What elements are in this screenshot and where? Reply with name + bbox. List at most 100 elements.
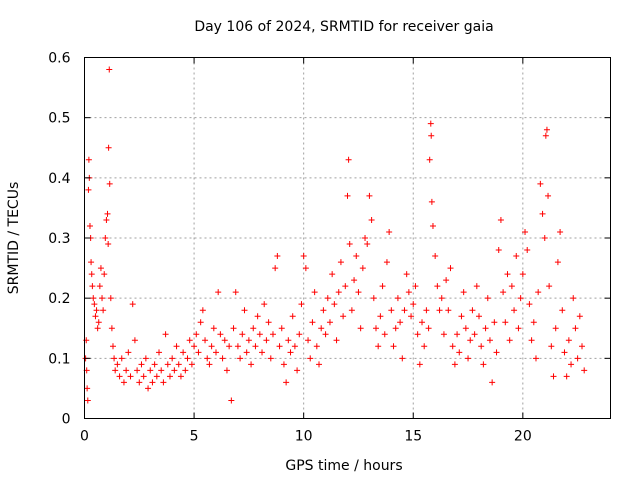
data-point	[491, 319, 497, 325]
data-point	[97, 283, 103, 289]
y-tick-label: 0	[62, 412, 71, 428]
data-point	[551, 373, 557, 379]
x-axis-label: GPS time / hours	[285, 458, 402, 474]
data-point	[575, 355, 581, 361]
data-point	[195, 349, 201, 355]
data-point	[187, 337, 193, 343]
data-point	[524, 247, 530, 253]
data-point	[401, 307, 407, 313]
data-point	[537, 181, 543, 187]
data-point	[176, 361, 182, 367]
data-point	[544, 127, 550, 133]
data-point	[448, 265, 454, 271]
x-tick-label: 20	[514, 429, 532, 445]
data-point	[395, 295, 401, 301]
y-axis-label: SRMTID / TECUs	[6, 182, 22, 295]
data-point	[542, 235, 548, 241]
data-point	[296, 331, 302, 337]
data-point	[123, 367, 129, 373]
data-point	[292, 343, 298, 349]
data-point	[351, 277, 357, 283]
data-point	[250, 325, 256, 331]
data-point	[89, 271, 95, 277]
data-point	[185, 355, 191, 361]
data-point	[288, 349, 294, 355]
data-point	[526, 301, 532, 307]
data-point	[88, 259, 94, 265]
data-point	[211, 325, 217, 331]
data-point	[371, 295, 377, 301]
data-point	[469, 307, 475, 313]
data-point	[270, 331, 276, 337]
data-point	[209, 343, 215, 349]
data-point	[472, 331, 478, 337]
data-point	[217, 331, 223, 337]
data-point	[160, 379, 166, 385]
data-point	[483, 325, 489, 331]
data-point	[85, 397, 91, 403]
data-point	[241, 307, 247, 313]
data-point	[529, 337, 535, 343]
data-point	[100, 307, 106, 313]
y-tick-label: 0.2	[48, 291, 70, 307]
data-point	[204, 355, 210, 361]
data-point	[439, 295, 445, 301]
data-point	[102, 235, 108, 241]
data-point	[577, 313, 583, 319]
data-point	[105, 211, 111, 217]
y-tick-label: 0.4	[48, 171, 70, 187]
data-point	[427, 157, 433, 163]
data-points	[83, 67, 588, 404]
data-point	[369, 217, 375, 223]
data-point	[226, 343, 232, 349]
data-point	[220, 355, 226, 361]
data-point	[360, 265, 366, 271]
data-point	[355, 289, 361, 295]
data-point	[167, 373, 173, 379]
data-point	[231, 325, 237, 331]
data-point	[494, 349, 500, 355]
data-point	[121, 379, 127, 385]
data-point	[476, 313, 482, 319]
data-point	[202, 337, 208, 343]
data-point	[228, 397, 234, 403]
gridlines	[85, 58, 611, 419]
data-point	[518, 295, 524, 301]
data-point	[149, 379, 155, 385]
data-point	[410, 301, 416, 307]
data-point	[90, 295, 96, 301]
data-point	[294, 367, 300, 373]
data-point	[353, 253, 359, 259]
data-point	[432, 253, 438, 259]
data-point	[277, 343, 283, 349]
data-point	[386, 229, 392, 235]
data-point	[531, 319, 537, 325]
data-point	[533, 355, 539, 361]
data-point	[375, 343, 381, 349]
data-point	[200, 307, 206, 313]
data-point	[566, 337, 572, 343]
data-point	[136, 379, 142, 385]
data-point	[87, 223, 93, 229]
data-point	[437, 307, 443, 313]
x-tick-label: 0	[80, 429, 89, 445]
data-point	[334, 337, 340, 343]
data-point	[305, 337, 311, 343]
data-point	[346, 157, 352, 163]
data-point	[489, 379, 495, 385]
y-tick-label: 0.1	[48, 351, 70, 367]
data-point	[399, 355, 405, 361]
data-point	[94, 307, 100, 313]
data-point	[520, 271, 526, 277]
data-point	[95, 325, 101, 331]
data-point	[507, 337, 513, 343]
data-point	[105, 241, 111, 247]
data-point	[138, 361, 144, 367]
data-point	[509, 283, 515, 289]
data-point	[189, 361, 195, 367]
data-point	[109, 325, 115, 331]
data-point	[272, 265, 278, 271]
data-point	[358, 325, 364, 331]
data-point	[336, 289, 342, 295]
data-point	[555, 259, 561, 265]
